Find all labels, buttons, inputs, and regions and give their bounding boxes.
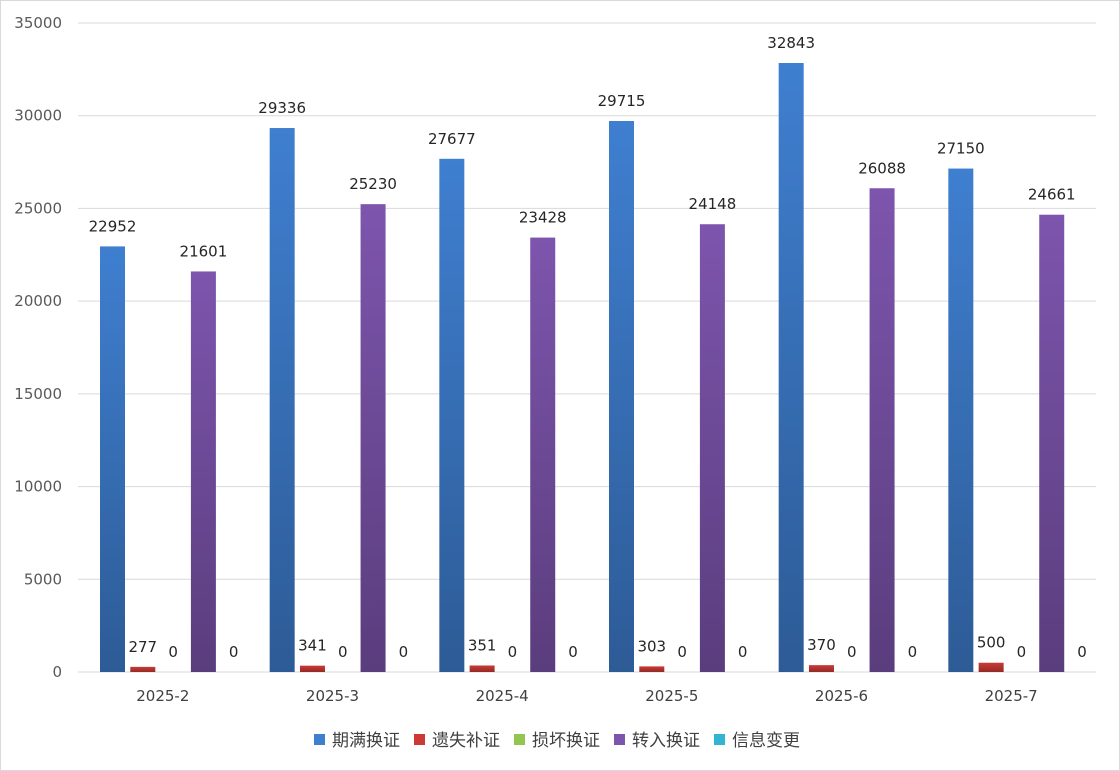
data-label: 26088: [858, 159, 906, 177]
legend-swatch: [514, 734, 525, 745]
data-label: 341: [298, 637, 327, 655]
x-tick-label: 2025-3: [306, 687, 359, 705]
data-label: 27677: [428, 130, 476, 148]
x-axis: 2025-2 2025-3 2025-4 2025-5 2025-6 2025-7: [136, 687, 1037, 705]
data-label: 0: [847, 643, 857, 661]
bar-2025-4-转入换证: [530, 237, 556, 672]
data-label: 0: [399, 643, 409, 661]
data-label: 0: [508, 643, 518, 661]
data-label: 25230: [349, 175, 397, 193]
legend-swatch: [714, 734, 725, 745]
y-tick-label: 30000: [14, 107, 62, 125]
data-label: 0: [1017, 643, 1027, 661]
data-label: 0: [677, 643, 687, 661]
x-tick-label: 2025-6: [815, 687, 868, 705]
legend-swatch: [414, 734, 425, 745]
legend-label: 损坏换证: [532, 731, 600, 751]
legend-label: 期满换证: [332, 731, 400, 751]
gridlines: [78, 22, 1096, 673]
data-label: 0: [908, 643, 918, 661]
data-label: 23428: [519, 209, 567, 227]
bar-2025-3-期满换证: [269, 128, 295, 673]
bar-2025-4-遗失补证: [469, 665, 495, 672]
data-label: 21601: [180, 242, 228, 260]
legend-label: 遗失补证: [432, 731, 500, 751]
legend-swatch: [314, 734, 325, 745]
x-tick-label: 2025-2: [136, 687, 189, 705]
data-label: 500: [977, 634, 1006, 652]
data-label: 27150: [937, 140, 985, 158]
bar-2025-3-遗失补证: [299, 665, 325, 672]
x-tick-label: 2025-4: [476, 687, 529, 705]
data-label: 29715: [598, 92, 646, 110]
bar-2025-2-期满换证: [100, 246, 125, 672]
bar-2025-3-转入换证: [360, 204, 386, 673]
bar-2025-6-转入换证: [869, 188, 895, 672]
legend-label: 信息变更: [732, 731, 800, 751]
bar-2025-6-期满换证: [778, 62, 804, 672]
bar-2025-2-转入换证: [190, 271, 216, 672]
data-label: 303: [637, 637, 666, 655]
bar-2025-7-转入换证: [1039, 214, 1065, 672]
bar-2025-5-期满换证: [609, 120, 634, 672]
bar-2025-6-遗失补证: [808, 665, 834, 672]
bar-2025-7-期满换证: [948, 168, 974, 672]
y-tick-label: 20000: [14, 292, 62, 310]
data-label: 32843: [767, 34, 815, 52]
data-label: 29336: [258, 99, 306, 117]
data-labels: 22952 277 0 21601 0 29336 341 0 25230 0 27677 351 0 2…: [89, 34, 1087, 661]
data-label: 24148: [689, 195, 737, 213]
data-label: 0: [1077, 643, 1087, 661]
x-tick-label: 2025-5: [645, 687, 698, 705]
y-tick-label: 15000: [14, 385, 62, 403]
bars: [100, 62, 1065, 673]
y-tick-label: 10000: [14, 478, 62, 496]
x-tick-label: 2025-7: [985, 687, 1038, 705]
bar-2025-5-遗失补证: [639, 666, 665, 672]
data-label: 0: [738, 643, 748, 661]
bar-2025-7-遗失补证: [978, 662, 1004, 672]
data-label: 22952: [89, 217, 137, 235]
data-label: 370: [807, 636, 836, 654]
bar-2025-2-遗失补证: [130, 666, 156, 672]
legend: 期满换证 遗失补证 损坏换证 转入换证 信息变更: [314, 731, 800, 751]
data-label: 0: [568, 643, 578, 661]
y-tick-label: 0: [52, 663, 62, 681]
y-axis: 0 5000 10000 15000 20000 25000 30000 35000: [14, 14, 62, 681]
data-label: 351: [468, 636, 497, 654]
bar-2025-4-期满换证: [439, 158, 465, 673]
data-label: 277: [128, 638, 157, 656]
y-tick-label: 5000: [24, 570, 62, 588]
y-tick-label: 35000: [14, 14, 62, 32]
data-label: 24661: [1028, 186, 1076, 204]
bar-2025-5-转入换证: [699, 224, 725, 672]
data-label: 0: [229, 643, 239, 661]
legend-label: 转入换证: [632, 731, 700, 751]
data-label: 0: [168, 643, 178, 661]
legend-swatch: [614, 734, 625, 745]
y-tick-label: 25000: [14, 199, 62, 217]
data-label: 0: [338, 643, 348, 661]
